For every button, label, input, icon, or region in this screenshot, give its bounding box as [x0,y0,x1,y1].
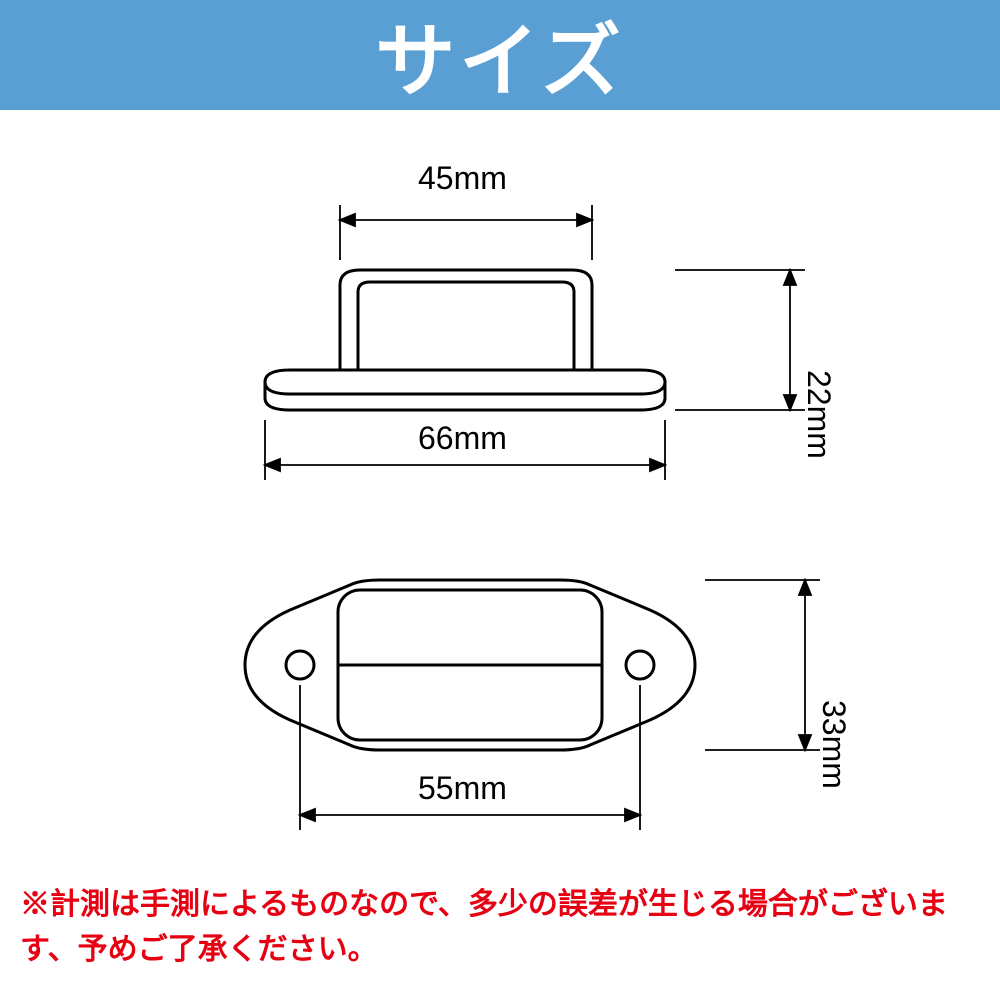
disclaimer-note: ※計測は手測によるものなので、多少の誤差が生じる場合がございます、予めご了承くだ… [20,882,980,972]
dim-depth: 33mm [815,700,852,789]
dim-base-width: 66mm [418,420,507,457]
header-banner: サイズ [0,0,1000,110]
dim-height: 22mm [800,370,837,459]
page-title: サイズ [375,0,625,113]
diagram-area: 45mm 66mm 22mm 55mm 33mm [0,110,1000,880]
dim-top-width: 45mm [418,160,507,197]
dim-hole-spacing: 55mm [418,770,507,807]
